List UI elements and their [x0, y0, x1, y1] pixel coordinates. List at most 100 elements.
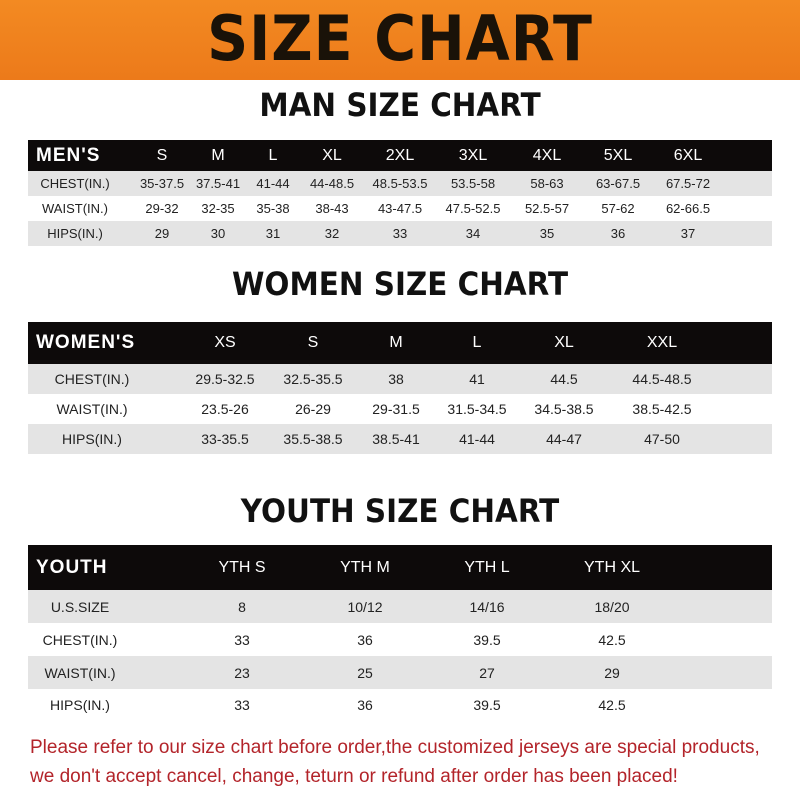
measurement-value: 38.5-42.5: [632, 401, 692, 417]
size-chart-banner: SIZE CHART: [0, 0, 800, 80]
measurement-value: 36: [610, 226, 626, 241]
measurement-label: WAIST(IN.): [56, 401, 128, 417]
size-column-header: XXL: [646, 334, 678, 351]
measurement-value: 32: [324, 226, 340, 241]
measurement-value: 47-50: [644, 431, 680, 447]
banner-title: SIZE CHART: [207, 2, 593, 75]
table-header-label: YOUTH: [36, 556, 108, 578]
measurement-value: 14/16: [469, 598, 505, 615]
measurement-label: CHEST(IN.): [42, 631, 118, 648]
measurement-value: 33: [234, 631, 250, 648]
measurement-value: 33: [234, 696, 250, 713]
measurement-value: 23: [234, 664, 250, 681]
measurement-value: 31.5-34.5: [447, 401, 507, 417]
measurement-label: U.S.SIZE: [50, 598, 110, 615]
measurement-value: 18/20: [594, 598, 630, 615]
measurement-value: 34: [465, 226, 481, 241]
measurement-value: 41-44: [459, 431, 495, 447]
size-column-header: S: [307, 334, 319, 351]
measurement-value: 41-44: [256, 176, 290, 191]
measurement-value: 67.5-72: [665, 176, 711, 191]
measurement-value: 38-43: [315, 201, 349, 216]
measurement-value: 37: [680, 226, 696, 241]
measurement-value: 29-32: [145, 201, 179, 216]
measurement-value: 48.5-53.5: [372, 176, 428, 191]
order-notice-line-1: Please refer to our size chart before or…: [30, 737, 760, 758]
measurement-value: 33: [392, 226, 408, 241]
table-header-label: WOMEN'S: [36, 332, 136, 353]
order-notice-line-2: we don't accept cancel, change, teturn o…: [30, 766, 678, 787]
table-row: U.S.SIZE 8 10/12 14/16 18/20: [28, 590, 772, 623]
measurement-value: 10/12: [347, 598, 383, 615]
measurement-value: 44.5: [550, 371, 578, 387]
measurement-value: 29: [154, 226, 170, 241]
table-row: HIPS(IN.) 33-35.5 35.5-38.5 38.5-41 41-44 44-…: [28, 424, 772, 454]
size-column-header: XL: [554, 334, 574, 351]
measurement-value: 52.5-57: [524, 201, 570, 216]
table-row: WAIST(IN.) 29-32 32-35 35-38 38-43 43-47.5 47.…: [28, 196, 772, 221]
measurement-value: 29: [604, 664, 620, 681]
table-row: CHEST(IN.) 29.5-32.5 32.5-35.5 38 41 44.5 44.5…: [28, 364, 772, 394]
size-column-header: L: [268, 146, 278, 164]
measurement-value: 37.5-41: [195, 176, 241, 191]
measurement-value: 27: [479, 664, 495, 681]
youth-header-row: YOUTH YTH S YTH M YTH L YTH XL: [28, 545, 772, 590]
measurement-value: 35-38: [256, 201, 290, 216]
table-header-label: MEN'S: [36, 144, 101, 166]
size-column-header: XL: [322, 146, 342, 164]
measurement-value: 32-35: [201, 201, 235, 216]
measurement-value: 31: [265, 226, 281, 241]
measurement-value: 35.5-38.5: [283, 431, 343, 447]
size-column-header: M: [389, 334, 403, 351]
size-column-header: 4XL: [532, 146, 562, 164]
measurement-value: 58-63: [530, 176, 564, 191]
order-notice: Please refer to our size chart before or…: [30, 733, 790, 791]
measurement-value: 63-67.5: [595, 176, 641, 191]
measurement-value: 36: [357, 631, 373, 648]
measurement-value: 25: [357, 664, 373, 681]
measurement-value: 57-62: [601, 201, 635, 216]
measurement-value: 44.5-48.5: [632, 371, 692, 387]
measurement-value: 36: [357, 696, 373, 713]
measurement-label: WAIST(IN.): [44, 664, 116, 681]
measurement-value: 53.5-58: [450, 176, 496, 191]
measurement-label: HIPS(IN.): [62, 431, 122, 447]
measurement-value: 23.5-26: [201, 401, 249, 417]
measurement-value: 35: [539, 226, 555, 241]
measurement-value: 38.5-41: [372, 431, 420, 447]
measurement-value: 29.5-32.5: [195, 371, 255, 387]
measurement-value: 43-47.5: [377, 201, 423, 216]
measurement-value: 44-47: [546, 431, 582, 447]
size-column-header: 6XL: [673, 146, 703, 164]
table-row: WAIST(IN.) 23 25 27 29: [28, 656, 772, 689]
size-column-header: YTH S: [218, 558, 266, 576]
women-header-row: WOMEN'S XS S M L XL XXL: [28, 322, 772, 364]
measurement-label: CHEST(IN.): [40, 176, 110, 191]
measurement-label: HIPS(IN.): [47, 226, 103, 241]
size-column-header: M: [211, 146, 225, 164]
measurement-value: 39.5: [473, 631, 501, 648]
size-column-header: 3XL: [458, 146, 488, 164]
men-header-row: MEN'S S M L XL 2XL 3XL 4XL 5XL 6XL: [28, 140, 772, 171]
measurement-value: 44-48.5: [309, 176, 355, 191]
measurement-value: 42.5: [598, 696, 626, 713]
measurement-value: 29-31.5: [372, 401, 420, 417]
size-column-header: YTH XL: [583, 558, 641, 576]
size-column-header: 2XL: [385, 146, 415, 164]
measurement-label: HIPS(IN.): [50, 696, 110, 713]
measurement-value: 34.5-38.5: [534, 401, 594, 417]
measurement-value: 33-35.5: [201, 431, 249, 447]
table-row: CHEST(IN.) 35-37.5 37.5-41 41-44 44-48.5 48.5…: [28, 171, 772, 196]
table-row: HIPS(IN.) 33 36 39.5 42.5: [28, 689, 772, 720]
table-row: HIPS(IN.) 29 30 31 32 33 34 35 36 37: [28, 221, 772, 246]
men-chart-title: MAN SIZE CHART: [259, 86, 541, 124]
table-row: WAIST(IN.) 23.5-26 26-29 29-31.5 31.5-34.5 34…: [28, 394, 772, 424]
measurement-label: WAIST(IN.): [42, 201, 108, 216]
measurement-label: CHEST(IN.): [54, 371, 130, 387]
measurement-value: 30: [210, 226, 226, 241]
size-column-header: L: [472, 334, 482, 351]
size-column-header: XS: [214, 334, 236, 351]
youth-chart-title: YOUTH SIZE CHART: [240, 492, 560, 530]
measurement-value: 26-29: [295, 401, 331, 417]
measurement-value: 35-37.5: [139, 176, 185, 191]
